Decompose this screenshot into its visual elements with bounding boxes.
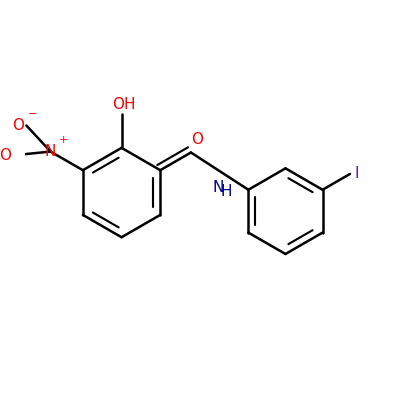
Text: O: O bbox=[0, 148, 12, 163]
Text: N: N bbox=[212, 180, 224, 196]
Text: OH: OH bbox=[112, 98, 135, 112]
Text: +: + bbox=[59, 135, 68, 145]
Text: I: I bbox=[354, 166, 359, 182]
Text: H: H bbox=[220, 184, 232, 199]
Text: N: N bbox=[45, 144, 56, 159]
Text: O: O bbox=[191, 132, 203, 147]
Text: O: O bbox=[12, 118, 24, 133]
Text: −: − bbox=[28, 109, 38, 119]
